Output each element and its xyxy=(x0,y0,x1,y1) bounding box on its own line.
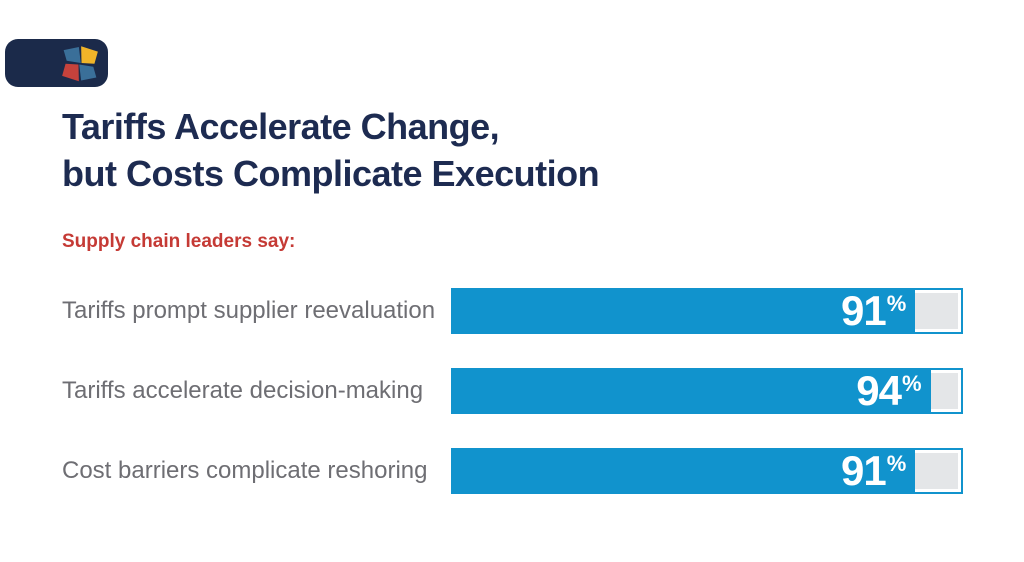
bar-remainder xyxy=(915,293,958,329)
bar-track: 91% xyxy=(451,448,963,494)
bar-track: 94% xyxy=(451,368,963,414)
bar-value: 91 xyxy=(840,287,887,334)
bar-value: 91 xyxy=(840,447,887,494)
page-title: Tariffs Accelerate Change, but Costs Com… xyxy=(62,103,600,197)
bar-label: Tariffs prompt supplier reevaluation xyxy=(62,297,436,324)
bar-remainder xyxy=(930,373,958,409)
bar-fill: 94% xyxy=(453,370,931,412)
bar-fill: 91% xyxy=(453,447,916,494)
subtitle-kicker: Supply chain leaders say: xyxy=(62,231,296,252)
page-title-line1: Tariffs Accelerate Change, xyxy=(62,106,500,147)
bar-label: Tariffs accelerate decision-making xyxy=(62,377,424,404)
brand-logo-badge xyxy=(5,39,108,87)
pinwheel-petal-bottom-left xyxy=(62,63,79,82)
percent-sign: % xyxy=(886,291,907,316)
pinwheel-petal-top-left xyxy=(63,47,81,63)
bar-value: 94 xyxy=(856,367,902,414)
bar-remainder xyxy=(915,453,958,489)
pinwheel-petal-bottom-right xyxy=(79,64,97,81)
pinwheel-petal-top-right xyxy=(81,46,98,64)
bar-row: Cost barriers complicate reshoring 91% xyxy=(0,448,1024,494)
pinwheel-icon xyxy=(62,46,98,82)
bar-label: Cost barriers complicate reshoring xyxy=(62,457,428,484)
percent-sign: % xyxy=(901,371,922,396)
bar-row: Tariffs accelerate decision-making 94% xyxy=(0,368,1024,414)
page-title-line2: but Costs Complicate Execution xyxy=(62,153,600,194)
bar-fill: 91% xyxy=(453,287,916,334)
percent-sign: % xyxy=(886,451,907,476)
bar-track: 91% xyxy=(451,288,963,334)
bar-row: Tariffs prompt supplier reevaluation 91% xyxy=(0,288,1024,334)
